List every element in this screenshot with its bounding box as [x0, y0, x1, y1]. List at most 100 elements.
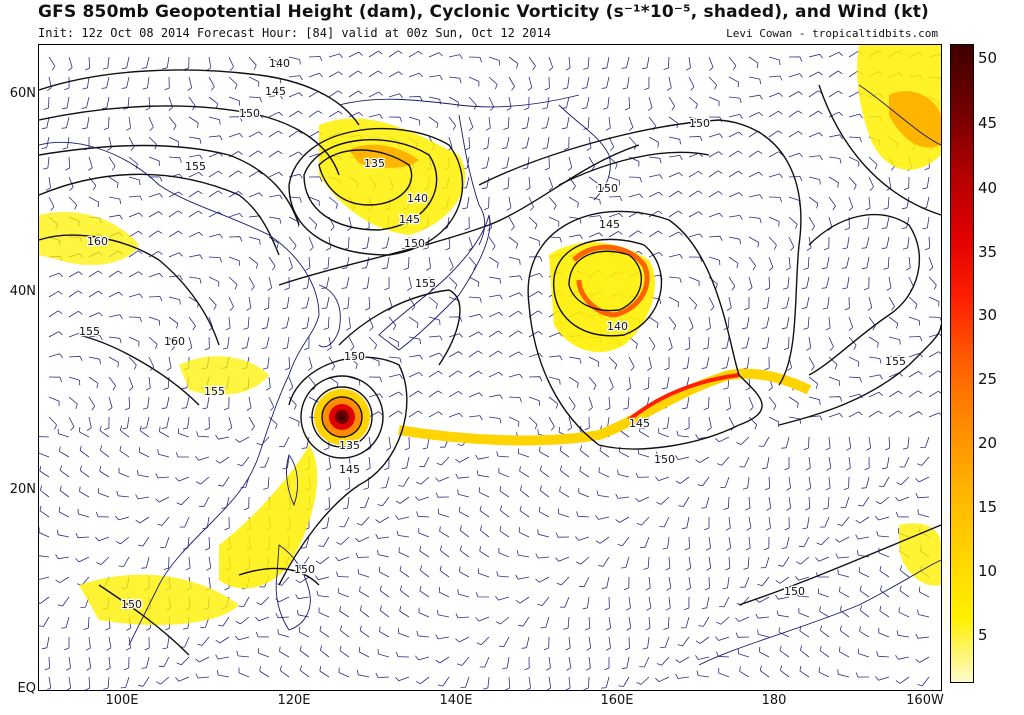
contour-line-nwp-low-150	[527, 210, 763, 450]
contour-line-okhotsk-inner	[318, 149, 413, 206]
contour-line-japan-150	[278, 144, 640, 286]
contour-155-south-china: 155	[204, 385, 225, 398]
contour-line-typhoon-150	[278, 356, 408, 586]
forecast-map: 140 145 150 155 160 155 160 155 135 140 145 150 155 1…	[38, 44, 942, 691]
contour-line-nw-2	[39, 105, 340, 176]
wind-barb-field	[39, 50, 941, 690]
lat-label-60n: 60N	[9, 86, 36, 101]
contour-line-nwp-low-145	[553, 238, 663, 337]
contour-line-mongolia	[39, 173, 280, 256]
coast-taiwan	[286, 454, 299, 507]
coast-new-guinea	[698, 559, 941, 666]
author-credit: Levi Cowan - tropicaltidbits.com	[726, 27, 938, 40]
colorbar-label-25: 25	[978, 370, 998, 388]
contour-145-nw: 145	[265, 85, 286, 98]
contour-150-trough: 150	[654, 453, 675, 466]
coast-okhotsk-north	[338, 94, 580, 108]
contour-140-nw: 140	[269, 57, 290, 70]
colorbar-label-35: 35	[978, 243, 998, 261]
contour-line-typhoon-3	[300, 375, 384, 459]
lat-label-eq: EQ	[17, 681, 36, 696]
coast-hokkaido-sakhalin	[458, 114, 486, 246]
lon-label-100e: 100E	[105, 693, 139, 708]
coast-philippines	[275, 544, 311, 631]
contour-line-west-160	[39, 234, 220, 346]
colorbar-label-5: 5	[978, 626, 988, 644]
coast-korea	[318, 284, 341, 348]
coastlines	[39, 84, 941, 666]
vorticity-philippines-band	[79, 574, 239, 625]
colorbar-label-50: 50	[978, 49, 998, 67]
lon-label-160e: 160E	[600, 693, 634, 708]
contour-line-okhotsk-3	[288, 128, 464, 256]
contour-145-typhoon: 145	[339, 463, 360, 476]
contour-140-nw-pacific-low: 140	[607, 320, 628, 333]
height-contours	[39, 69, 941, 656]
coast-japan	[378, 214, 491, 351]
colorbar-label-10: 10	[978, 562, 998, 580]
contour-150-kuril: 150	[597, 182, 618, 195]
coast-asia-mainland	[39, 141, 320, 646]
vorticity-west-band	[39, 211, 139, 265]
contour-160-west: 160	[87, 235, 108, 248]
contour-150-japan-sea: 150	[344, 350, 365, 363]
contour-line-typhoon-2	[311, 386, 373, 448]
vorticity-south-china-north	[179, 356, 269, 395]
contour-150-bering: 150	[689, 117, 710, 130]
lat-label-40n: 40N	[9, 284, 36, 299]
vorticity-ne-core	[889, 91, 941, 148]
vorticity-tropical-east	[899, 523, 941, 586]
contour-135-okhotsk: 135	[364, 157, 385, 170]
contour-line-siberia	[39, 144, 300, 226]
contour-160-china: 160	[164, 335, 185, 348]
colorbar-label-15: 15	[978, 498, 998, 516]
contour-135-typhoon: 135	[339, 439, 360, 452]
contour-155-mongolia: 155	[185, 160, 206, 173]
contour-line-tropical-150	[738, 524, 941, 606]
coast-alaska	[858, 84, 941, 146]
lat-label-20n: 20N	[9, 482, 36, 497]
contour-line-indochina-150	[98, 584, 190, 656]
vorticity-trough-core	[627, 373, 740, 422]
contour-line-nw-1	[39, 69, 360, 126]
lon-label-140e: 140E	[439, 693, 473, 708]
vorticity-trough-band	[398, 368, 812, 446]
coast-kamchatka	[558, 104, 611, 201]
lon-label-120e: 120E	[277, 693, 311, 708]
vorticity-ring-low	[572, 244, 650, 318]
contour-line-japan-155	[338, 289, 461, 366]
contour-line-nwp-low-140	[568, 250, 643, 312]
contour-155-china: 155	[79, 325, 100, 338]
colorbar-label-30: 30	[978, 306, 998, 324]
colorbar-label-45: 45	[978, 114, 998, 132]
lon-label-160w: 160W	[906, 693, 944, 708]
contour-155-japan: 155	[415, 277, 436, 290]
contour-line-kuril	[558, 151, 710, 186]
contour-145-okhotsk: 145	[399, 213, 420, 226]
contour-line-okhotsk-2	[303, 139, 438, 231]
contour-140-okhotsk: 140	[407, 192, 428, 205]
contour-150-siberia: 150	[239, 107, 260, 120]
contour-line-bering	[478, 119, 802, 386]
forecast-init-info: Init: 12z Oct 08 2014 Forecast Hour: [84…	[38, 26, 551, 40]
contour-line-china-155	[78, 334, 200, 406]
vorticity-band-nw-pacific	[549, 242, 655, 353]
contour-line-east-155-low	[778, 324, 941, 426]
contour-150-tropical-east: 150	[784, 585, 805, 598]
colorbar-label-20: 20	[978, 434, 998, 452]
map-title: GFS 850mb Geopotential Height (dam), Cyc…	[38, 2, 930, 22]
contour-150-philippines: 150	[294, 563, 315, 576]
contour-150-okhotsk: 150	[404, 237, 425, 250]
contour-line-east-155	[808, 213, 921, 376]
contour-145-nw-pacific-low: 145	[599, 218, 620, 231]
vorticity-colorbar	[950, 44, 974, 683]
contour-155-east: 155	[885, 355, 906, 368]
contour-line-philippines-150	[238, 567, 320, 586]
contour-line-typhoon-1	[321, 396, 363, 438]
vorticity-south-china-band	[219, 445, 318, 589]
contour-145-trough: 145	[629, 417, 650, 430]
lon-label-180: 180	[761, 693, 787, 708]
colorbar-label-40: 40	[978, 179, 998, 197]
contour-line-east-fringe	[818, 84, 941, 216]
contour-150-indochina: 150	[121, 598, 142, 611]
